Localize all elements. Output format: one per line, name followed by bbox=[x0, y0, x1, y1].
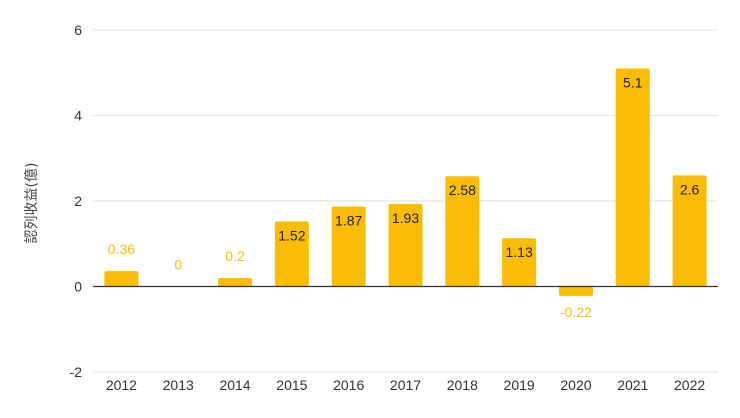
x-tick-label: 2015 bbox=[276, 377, 307, 393]
y-tick-label: -2 bbox=[70, 364, 83, 380]
x-tick-label: 2019 bbox=[504, 377, 535, 393]
x-tick-labels: 2012 2013 2014 2015 2016 2017 2018 2019 2020 2021… bbox=[106, 377, 706, 393]
y-tick-labels: 6 4 2 0 -2 bbox=[70, 22, 83, 380]
y-tick-label: 6 bbox=[74, 22, 82, 38]
gridlines bbox=[93, 29, 718, 373]
x-tick-label: 2021 bbox=[617, 377, 648, 393]
y-axis-label: 認列收益(億) bbox=[24, 163, 40, 244]
x-tick-label: 2014 bbox=[219, 377, 250, 393]
x-tick-label: 2013 bbox=[163, 377, 194, 393]
data-label-2021: 5.1 bbox=[623, 74, 643, 90]
bar-2020 bbox=[558, 286, 593, 296]
data-labels: 0.36 0 0.2 1.52 1.87 1.93 2.58 1.13 -0.22 5.1 2.6 bbox=[108, 74, 700, 319]
x-tick-label: 2018 bbox=[447, 377, 478, 393]
data-label-2015: 1.52 bbox=[278, 228, 305, 244]
data-label-2012: 0.36 bbox=[108, 241, 135, 257]
bar-2017 bbox=[388, 203, 423, 287]
data-label-2019: 1.13 bbox=[506, 244, 533, 260]
data-label-2022: 2.6 bbox=[680, 181, 700, 197]
x-tick-label: 2012 bbox=[106, 377, 137, 393]
bar-2016 bbox=[331, 206, 366, 287]
bar-2022 bbox=[672, 175, 707, 287]
bar-2019 bbox=[502, 238, 537, 287]
bar-2018 bbox=[445, 176, 480, 287]
data-label-2014: 0.2 bbox=[225, 248, 245, 264]
bars bbox=[104, 68, 707, 296]
bar-2015 bbox=[274, 221, 309, 287]
y-tick-label: 2 bbox=[74, 193, 82, 209]
data-label-2017: 1.93 bbox=[392, 210, 419, 226]
bar-2014 bbox=[218, 277, 253, 287]
x-tick-label: 2020 bbox=[560, 377, 591, 393]
bar-2012 bbox=[104, 271, 139, 287]
y-tick-label: 0 bbox=[74, 279, 82, 295]
bar-2021 bbox=[615, 68, 650, 287]
data-label-2016: 1.87 bbox=[335, 213, 362, 229]
x-tick-label: 2022 bbox=[674, 377, 705, 393]
x-tick-label: 2016 bbox=[333, 377, 364, 393]
data-label-2020: -0.22 bbox=[560, 304, 592, 320]
data-label-2018: 2.58 bbox=[449, 182, 476, 198]
y-tick-label: 4 bbox=[74, 108, 82, 124]
x-tick-label: 2017 bbox=[390, 377, 421, 393]
data-label-2013: 0 bbox=[174, 257, 182, 273]
